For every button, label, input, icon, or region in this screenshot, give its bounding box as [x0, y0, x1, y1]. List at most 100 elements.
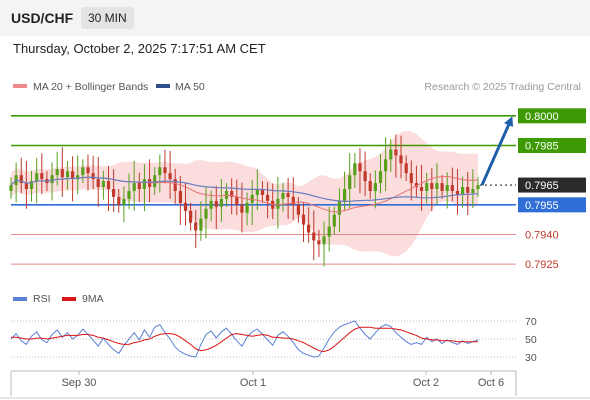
symbol-title: USD/CHF — [11, 10, 74, 26]
candle-body — [445, 185, 449, 191]
rsi-panel: 70 50 30 — [10, 316, 537, 364]
candle-body — [35, 173, 39, 182]
candle-body — [399, 155, 403, 164]
price-label: 0.8000 — [525, 111, 559, 123]
candle-body — [450, 185, 454, 191]
candle-body — [194, 222, 198, 231]
ma50-line — [10, 176, 479, 203]
candle-body — [219, 198, 223, 207]
candle-body — [235, 196, 239, 205]
x-tick-label: Oct 1 — [240, 377, 266, 389]
candle-body — [189, 210, 193, 223]
candle-body — [337, 200, 341, 215]
price-panel: 0.8000 0.7985 0.7965 0.7955 0.7940 0.7925 — [9, 108, 586, 271]
candle-body — [230, 191, 234, 197]
candle-body — [9, 185, 13, 191]
candle-body — [117, 196, 121, 205]
candle-body — [281, 193, 285, 199]
bollinger-legend-swatch — [13, 84, 27, 88]
candle-body — [209, 200, 213, 209]
candle-body — [266, 194, 270, 201]
candle-body — [55, 169, 59, 176]
candle-body — [40, 173, 44, 180]
candle-body — [260, 189, 265, 195]
candle-body — [24, 183, 28, 189]
candle-body — [435, 183, 439, 189]
attribution: Research © 2025 Trading Central — [424, 81, 581, 93]
rsi-tick-label: 70 — [525, 316, 537, 328]
x-tick-label: Sep 30 — [62, 377, 97, 389]
price-label-box — [518, 177, 586, 193]
projection-arrow-shaft — [480, 121, 512, 186]
bollinger-legend-label: MA 20 + Bollinger Bands — [33, 81, 148, 93]
candle-body — [137, 183, 141, 189]
candle-body — [373, 183, 377, 191]
candle-body — [404, 163, 408, 174]
candle-body — [76, 175, 80, 180]
candle-body — [204, 208, 208, 219]
candle-body — [440, 183, 444, 191]
candle-body — [19, 175, 23, 184]
price-label: 0.7965 — [525, 180, 559, 192]
candle-body — [250, 194, 254, 203]
timestamp: Thursday, October 2, 2025 7:17:51 AM CET — [13, 41, 266, 56]
candle-body — [214, 200, 218, 207]
candle-body — [425, 183, 429, 191]
ma50-legend-label: MA 50 — [175, 81, 205, 93]
candle-body — [245, 202, 249, 213]
candle-body — [142, 179, 146, 189]
rsi-ma-legend-swatch — [62, 297, 76, 301]
candle-body — [65, 171, 70, 178]
timeframe-badge[interactable]: 30 MIN — [81, 7, 134, 29]
candle-body — [60, 169, 64, 178]
bollinger-band — [11, 131, 478, 257]
candle-body — [286, 193, 290, 197]
candle-body — [183, 202, 188, 211]
candle-body — [312, 232, 316, 241]
candle-body — [296, 204, 300, 215]
candle-body — [384, 159, 388, 172]
candle-body — [322, 236, 326, 245]
projection-arrow-head — [504, 116, 513, 127]
candle-body — [461, 187, 465, 195]
candle-body — [301, 214, 306, 225]
candle-body — [86, 167, 90, 174]
candle-body — [96, 179, 100, 187]
candle-body — [327, 226, 331, 237]
candle-body — [132, 183, 136, 191]
candle-body — [240, 204, 244, 213]
candle-body — [178, 191, 182, 203]
rsi-ma-legend-label: 9MA — [82, 293, 104, 305]
candle-body — [255, 189, 259, 195]
rsi-line — [10, 320, 479, 358]
candle-body — [168, 173, 172, 180]
candle-body — [163, 167, 167, 174]
candle-body — [81, 167, 85, 176]
candle-body — [419, 187, 424, 191]
candle-body — [112, 189, 116, 197]
candle-body — [378, 171, 383, 184]
candle-body — [153, 175, 157, 188]
candle-body — [122, 198, 126, 205]
candle-body — [332, 214, 336, 227]
candle-body — [71, 171, 75, 180]
candle-body — [343, 189, 347, 201]
candle-body — [466, 187, 470, 193]
candle-body — [29, 181, 34, 189]
candle-body — [368, 181, 372, 191]
candle-body — [409, 173, 413, 184]
candle-body — [414, 183, 418, 188]
rsi-tick-label: 50 — [525, 334, 537, 346]
candle-body — [173, 179, 177, 191]
x-tick-label: Oct 2 — [413, 377, 439, 389]
candle-body — [106, 181, 111, 189]
candle-body — [363, 171, 367, 182]
candle-body — [358, 163, 362, 172]
price-label-box — [518, 137, 586, 153]
chart-header: USD/CHF 30 MIN — [0, 0, 590, 36]
candle-body — [158, 167, 162, 176]
candle-body — [476, 185, 480, 190]
rsi-ma-line — [11, 326, 478, 353]
price-label: 0.7985 — [525, 140, 559, 152]
